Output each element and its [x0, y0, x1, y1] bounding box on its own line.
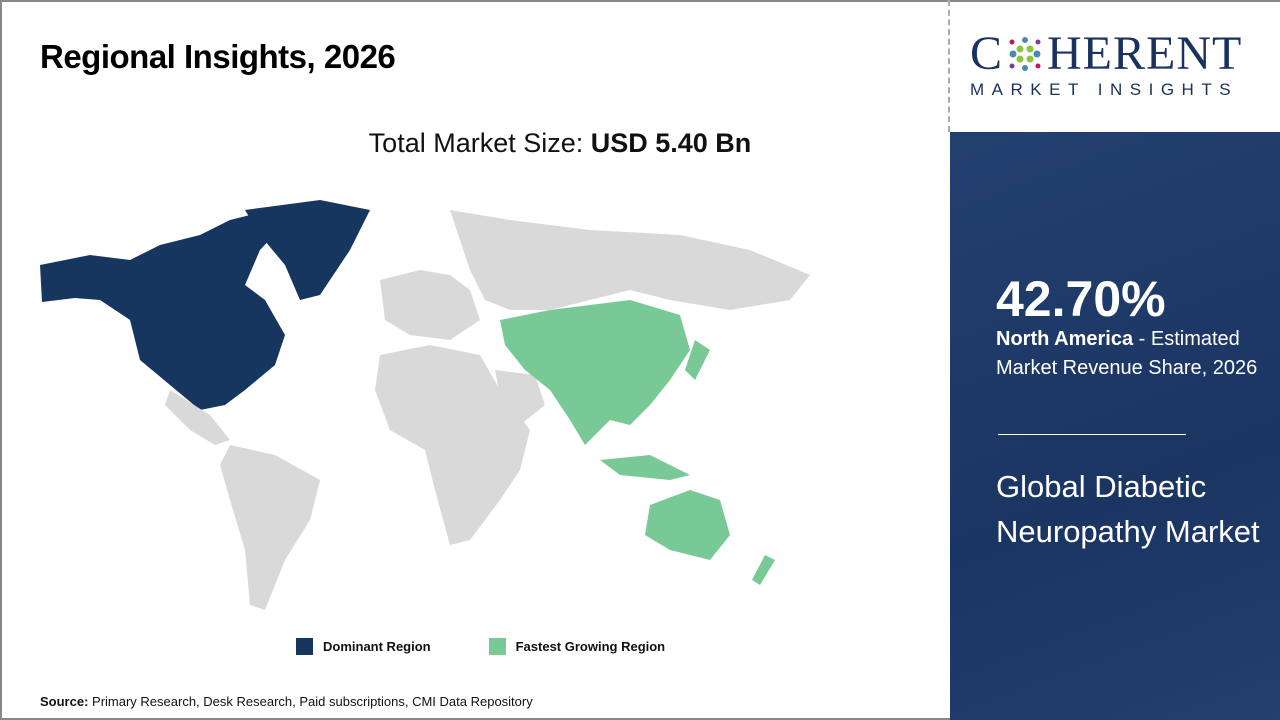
legend-item-fastest: Fastest Growing Region: [488, 638, 666, 655]
source-note: Source: Primary Research, Desk Research,…: [40, 694, 533, 709]
share-description: North America - Estimated Market Revenue…: [996, 325, 1266, 383]
total-market-size: Total Market Size: USD 5.40 Bn: [0, 128, 950, 159]
asia-pacific-region: [500, 300, 775, 585]
share-percent: 42.70%: [996, 271, 1166, 327]
panel-divider: [998, 434, 1186, 435]
market-size-label: Total Market Size:: [368, 128, 591, 158]
share-desc-text: - Estimated Market Revenue Share, 2026: [996, 328, 1258, 379]
north-america-region: [40, 200, 370, 410]
fastest-swatch: [488, 638, 506, 655]
company-logo: C HERENT MARKET INSIGHTS: [970, 30, 1260, 100]
logo-wordmark: C HERENT: [970, 27, 1243, 80]
globe-dots-icon: [1009, 37, 1041, 71]
map-legend: Dominant Region Fastest Growing Region: [296, 638, 665, 655]
logo-tagline: MARKET INSIGHTS: [970, 80, 1239, 99]
info-panel: 42.70% North America - Estimated Market …: [950, 132, 1280, 720]
region-name: North America: [996, 328, 1134, 350]
market-name: Global Diabetic Neuropathy Market: [996, 469, 1260, 549]
rest-of-world: [165, 210, 810, 610]
legend-label: Dominant Region: [323, 639, 431, 654]
legend-item-dominant: Dominant Region: [296, 638, 431, 655]
source-label: Source:: [40, 694, 89, 709]
dominant-swatch: [296, 638, 313, 655]
page-title: Regional Insights, 2026: [40, 38, 396, 75]
legend-label: Fastest Growing Region: [515, 639, 666, 654]
source-text: Primary Research, Desk Research, Paid su…: [88, 694, 533, 709]
world-map: [40, 200, 810, 610]
divider: [948, 0, 950, 132]
market-size-value: USD 5.40 Bn: [590, 128, 752, 158]
